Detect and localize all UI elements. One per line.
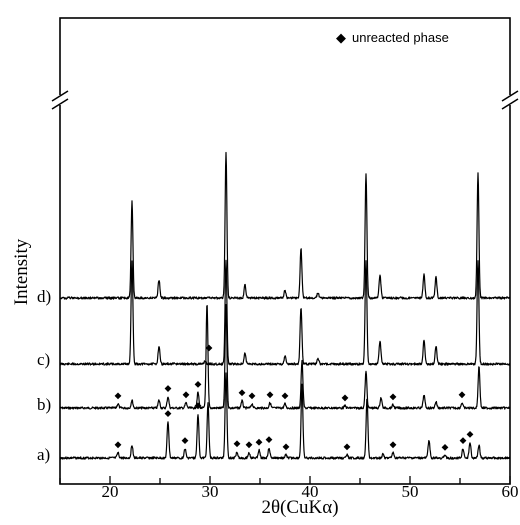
axis-break-gap: [57, 95, 63, 105]
axis-break-gap: [507, 95, 513, 105]
trace-b: [59, 304, 511, 410]
x-tick-label: 40: [302, 482, 319, 501]
unreacted-marker: [265, 436, 273, 443]
unreacted-marker: [238, 389, 246, 397]
trace-a: [59, 372, 511, 460]
plot-frame: [51, 17, 519, 485]
axis-break-mark: [51, 98, 69, 110]
unreacted-marker: [182, 391, 190, 399]
unreacted-marker: [281, 392, 289, 400]
trace-label-b: b): [37, 395, 51, 414]
unreacted-marker: [441, 444, 449, 451]
x-tick-label: 60: [502, 482, 519, 501]
unreacted-marker: [114, 392, 122, 400]
legend-marker: ◆: [336, 30, 346, 45]
unreacted-markers: [114, 344, 474, 451]
x-axis-title: 2θ(CuKα): [261, 497, 338, 518]
unreacted-marker: [164, 385, 172, 392]
trace-d: [59, 151, 511, 300]
trace-c: [59, 259, 511, 366]
unreacted-marker: [181, 437, 189, 445]
traces: a) b) c) d): [37, 151, 511, 464]
unreacted-marker: [164, 410, 172, 417]
legend-label: unreacted phase: [352, 30, 449, 45]
trace-label-d: d): [37, 287, 51, 306]
unreacted-marker: [466, 431, 474, 438]
unreacted-marker: [389, 441, 397, 449]
legend: ◆ unreacted phase: [336, 30, 449, 45]
unreacted-marker: [343, 443, 351, 451]
unreacted-marker: [341, 394, 349, 402]
x-tick-label: 30: [202, 482, 219, 501]
unreacted-marker: [205, 344, 213, 352]
unreacted-marker: [233, 440, 241, 448]
unreacted-marker: [459, 437, 467, 445]
unreacted-marker: [458, 391, 466, 399]
unreacted-marker: [282, 443, 290, 451]
axis-break-mark: [51, 90, 69, 102]
axes: 20 30 40 50 60: [59, 476, 519, 501]
unreacted-marker: [389, 393, 397, 401]
x-tick-label: 20: [102, 482, 119, 501]
x-tick-label: 50: [402, 482, 419, 501]
unreacted-marker: [194, 381, 202, 388]
unreacted-marker: [245, 441, 253, 449]
unreacted-marker: [114, 441, 122, 449]
trace-label-a: a): [37, 445, 50, 464]
unreacted-marker: [266, 391, 274, 399]
trace-label-c: c): [37, 350, 50, 369]
unreacted-marker: [194, 402, 202, 410]
plot-border: [59, 17, 511, 485]
y-axis-title: Intensity: [11, 238, 32, 305]
unreacted-marker: [248, 392, 256, 400]
axis-break-mark: [501, 90, 519, 102]
axis-break-mark: [501, 98, 519, 110]
unreacted-marker: [255, 438, 263, 446]
